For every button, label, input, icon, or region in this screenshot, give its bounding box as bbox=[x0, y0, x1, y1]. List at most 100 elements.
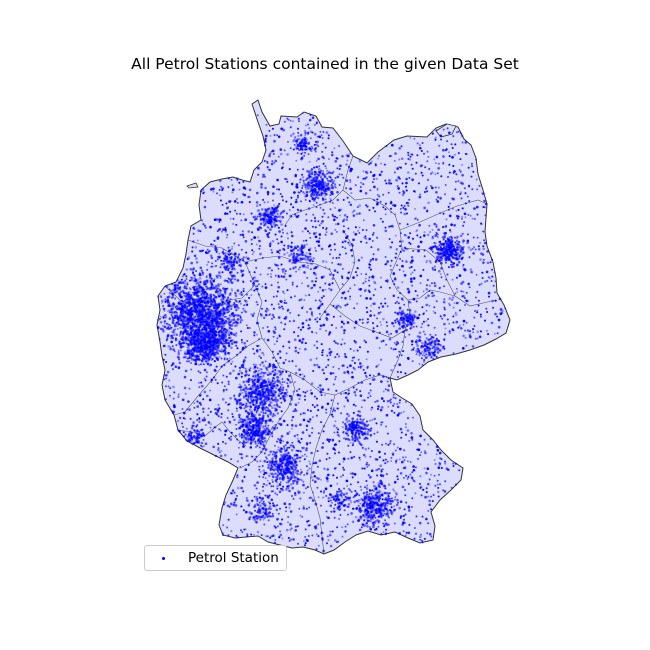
station-point bbox=[467, 166, 470, 169]
station-point bbox=[316, 450, 319, 452]
station-point bbox=[366, 205, 369, 208]
station-point bbox=[394, 152, 397, 155]
station-point bbox=[193, 406, 196, 409]
station-point bbox=[492, 284, 495, 287]
station-point bbox=[297, 351, 300, 354]
station-point bbox=[217, 228, 221, 231]
station-point bbox=[314, 220, 317, 223]
station-point bbox=[218, 218, 222, 221]
station-point bbox=[328, 283, 331, 286]
station-point bbox=[252, 278, 254, 281]
station-point bbox=[207, 407, 210, 410]
station-point bbox=[321, 349, 324, 352]
station-point bbox=[279, 530, 282, 533]
station-point bbox=[302, 377, 305, 381]
station-point bbox=[374, 258, 378, 261]
station-point bbox=[310, 392, 314, 395]
station-point bbox=[341, 364, 344, 367]
station-point bbox=[364, 280, 367, 283]
station-point bbox=[203, 416, 206, 419]
station-point bbox=[290, 527, 293, 530]
station-point bbox=[253, 271, 256, 274]
station-point bbox=[435, 355, 438, 358]
station-point bbox=[381, 421, 384, 424]
station-point bbox=[376, 236, 379, 239]
station-point bbox=[302, 507, 306, 510]
station-point bbox=[328, 245, 330, 248]
station-point bbox=[240, 339, 243, 341]
station-point bbox=[314, 299, 317, 302]
station-point bbox=[398, 222, 401, 225]
station-point bbox=[301, 307, 304, 310]
station-point bbox=[364, 486, 367, 489]
station-point bbox=[311, 225, 314, 228]
station-point bbox=[291, 495, 293, 497]
station-point bbox=[175, 344, 178, 347]
station-point bbox=[407, 154, 410, 157]
station-point bbox=[244, 218, 247, 221]
station-point bbox=[373, 302, 376, 306]
station-point bbox=[473, 325, 476, 327]
station-point bbox=[404, 513, 407, 516]
station-point bbox=[373, 314, 376, 317]
station-point bbox=[240, 200, 244, 204]
station-point bbox=[325, 260, 328, 263]
station-point bbox=[352, 507, 354, 510]
station-point bbox=[363, 399, 366, 402]
station-point bbox=[321, 405, 324, 408]
station-point bbox=[350, 249, 353, 252]
station-point bbox=[169, 347, 172, 351]
station-point bbox=[312, 213, 315, 216]
station-point bbox=[322, 496, 325, 499]
station-point bbox=[350, 192, 353, 194]
station-point bbox=[267, 267, 270, 270]
station-point bbox=[292, 410, 295, 413]
station-point bbox=[258, 468, 261, 471]
station-point bbox=[324, 200, 328, 204]
station-point bbox=[409, 461, 412, 463]
station-point bbox=[240, 330, 243, 333]
station-point bbox=[387, 191, 390, 194]
station-point bbox=[207, 414, 210, 417]
station-point bbox=[300, 152, 303, 155]
station-point bbox=[313, 283, 316, 287]
station-point bbox=[442, 161, 445, 164]
station-point bbox=[407, 171, 410, 174]
station-point bbox=[291, 283, 294, 286]
station-point bbox=[240, 219, 243, 222]
station-point bbox=[236, 353, 239, 356]
station-point bbox=[421, 142, 424, 144]
station-point bbox=[364, 455, 367, 458]
station-point bbox=[433, 265, 437, 269]
station-point bbox=[250, 243, 253, 245]
station-point bbox=[239, 351, 242, 354]
station-point bbox=[412, 249, 415, 252]
station-point bbox=[222, 390, 225, 393]
station-point bbox=[436, 479, 439, 482]
station-point bbox=[472, 331, 475, 334]
station-point bbox=[405, 433, 407, 436]
station-point bbox=[303, 458, 306, 461]
station-point bbox=[255, 201, 259, 204]
station-point bbox=[367, 391, 371, 395]
station-point bbox=[271, 350, 274, 353]
station-point bbox=[300, 298, 303, 301]
station-point bbox=[375, 365, 378, 368]
station-point bbox=[427, 318, 430, 320]
station-point bbox=[253, 484, 257, 487]
station-point bbox=[201, 384, 204, 388]
station-point bbox=[347, 227, 350, 230]
station-point bbox=[336, 431, 339, 434]
station-point bbox=[334, 539, 337, 542]
station-point bbox=[188, 387, 191, 390]
station-point bbox=[315, 414, 318, 417]
station-point bbox=[457, 180, 460, 183]
station-point bbox=[372, 257, 374, 260]
station-point bbox=[242, 445, 245, 448]
station-point bbox=[337, 367, 340, 370]
station-point bbox=[334, 443, 337, 446]
station-point bbox=[331, 415, 334, 418]
station-point bbox=[478, 283, 481, 286]
station-point bbox=[383, 163, 386, 166]
station-point bbox=[435, 300, 438, 303]
